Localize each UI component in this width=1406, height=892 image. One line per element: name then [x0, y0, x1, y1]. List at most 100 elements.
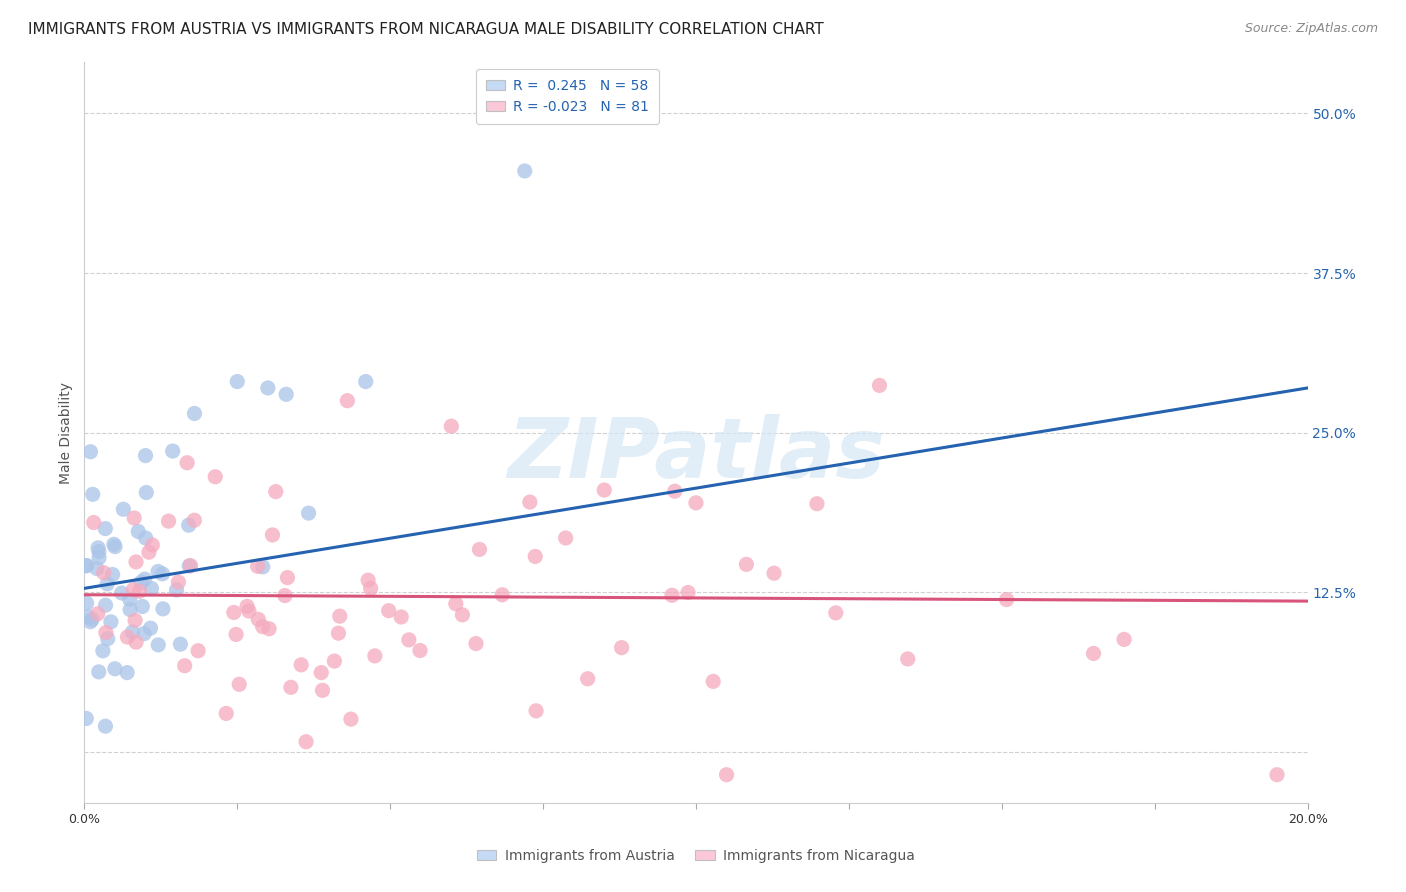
Point: [336, 393, 359, 408]
Point: [79, 615, 101, 629]
Point: [122, 511, 145, 525]
Point: [127, 524, 149, 539]
Point: [228, 677, 250, 691]
Point: [995, 592, 1018, 607]
Point: [276, 571, 298, 585]
Point: [357, 573, 380, 587]
Point: [398, 632, 420, 647]
Point: [661, 588, 683, 602]
Point: [869, 378, 891, 392]
Point: [236, 599, 259, 614]
Point: [124, 613, 146, 627]
Point: [128, 584, 150, 599]
Text: IMMIGRANTS FROM AUSTRIA VS IMMIGRANTS FROM NICARAGUA MALE DISABILITY CORRELATION: IMMIGRANTS FROM AUSTRIA VS IMMIGRANTS FR…: [28, 22, 824, 37]
Point: [141, 582, 163, 596]
Point: [610, 640, 633, 655]
Point: [1083, 647, 1105, 661]
Point: [451, 607, 474, 622]
Point: [94, 719, 117, 733]
Point: [685, 496, 707, 510]
Point: [87, 545, 110, 559]
Point: [524, 704, 547, 718]
Point: [87, 550, 110, 565]
Point: [111, 586, 134, 600]
Point: [215, 706, 238, 721]
Point: [87, 541, 110, 555]
Point: [513, 164, 536, 178]
Point: [183, 513, 205, 527]
Point: [75, 711, 97, 725]
Point: [162, 444, 184, 458]
Point: [264, 484, 287, 499]
Point: [295, 735, 318, 749]
Point: [134, 626, 156, 640]
Point: [115, 665, 138, 680]
Point: [204, 469, 226, 483]
Point: [440, 419, 463, 434]
Point: [309, 665, 332, 680]
Point: [83, 516, 105, 530]
Point: [100, 615, 122, 629]
Point: [141, 538, 163, 552]
Point: [177, 518, 200, 533]
Point: [297, 506, 319, 520]
Legend: Immigrants from Austria, Immigrants from Nicaragua: Immigrants from Austria, Immigrants from…: [470, 842, 922, 870]
Point: [134, 572, 156, 586]
Point: [180, 558, 202, 573]
Point: [465, 637, 488, 651]
Point: [135, 449, 157, 463]
Point: [554, 531, 576, 545]
Point: [176, 456, 198, 470]
Point: [524, 549, 547, 564]
Point: [166, 582, 188, 597]
Point: [274, 589, 297, 603]
Point: [122, 582, 145, 597]
Point: [252, 560, 274, 574]
Point: [112, 502, 135, 516]
Point: [329, 609, 352, 624]
Point: [593, 483, 616, 497]
Point: [276, 387, 298, 401]
Point: [93, 566, 115, 580]
Point: [340, 712, 363, 726]
Point: [354, 375, 377, 389]
Point: [146, 565, 169, 579]
Point: [519, 495, 541, 509]
Point: [125, 555, 148, 569]
Point: [117, 630, 139, 644]
Point: [94, 625, 117, 640]
Point: [121, 625, 143, 640]
Point: [167, 575, 190, 590]
Point: [468, 542, 491, 557]
Point: [360, 582, 382, 596]
Point: [716, 768, 738, 782]
Point: [135, 531, 157, 545]
Point: [226, 375, 249, 389]
Point: [247, 612, 270, 626]
Point: [76, 558, 98, 573]
Point: [1114, 632, 1136, 647]
Point: [101, 567, 124, 582]
Point: [87, 607, 110, 621]
Point: [1265, 768, 1288, 782]
Point: [129, 575, 152, 590]
Point: [364, 648, 387, 663]
Point: [79, 444, 101, 458]
Point: [377, 604, 399, 618]
Point: [104, 540, 127, 554]
Point: [87, 665, 110, 679]
Point: [280, 681, 302, 695]
Point: [131, 599, 153, 614]
Point: [222, 606, 245, 620]
Point: [125, 635, 148, 649]
Point: [183, 407, 205, 421]
Point: [120, 602, 142, 616]
Point: [97, 632, 120, 646]
Point: [257, 622, 280, 636]
Point: [152, 602, 174, 616]
Point: [118, 592, 141, 607]
Point: [763, 566, 786, 581]
Point: [75, 558, 97, 573]
Point: [323, 654, 346, 668]
Point: [86, 561, 108, 575]
